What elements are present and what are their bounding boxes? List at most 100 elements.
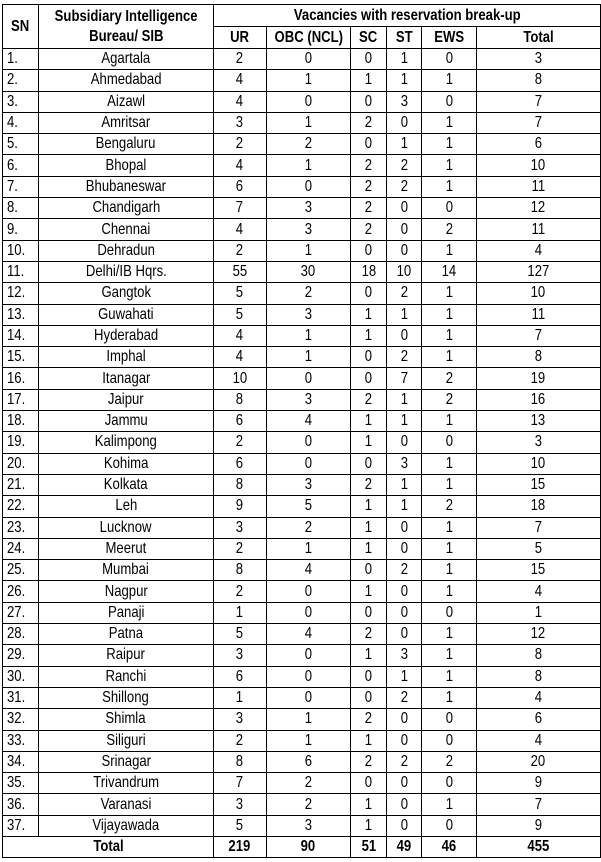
cell-sn: 16.	[2, 367, 39, 390]
table-row: 20. Kohima 6 0 0 3 1 10	[2, 452, 601, 475]
header-obc-ncl: OBC (NCL)	[265, 26, 352, 49]
cell-sib: Shimla	[37, 708, 215, 731]
table-row: 5. Bengaluru 2 2 0 1 1 6	[2, 133, 601, 156]
cell-sc: 1	[350, 410, 387, 433]
cell-sc: 1	[350, 495, 387, 518]
cell-sc: 0	[350, 665, 387, 688]
cell-total: 11	[475, 175, 601, 199]
total-total: 455	[475, 835, 601, 859]
cell-sib: Gangtok	[37, 282, 215, 305]
cell-ews: 2	[421, 388, 477, 412]
cell-sn: 2.	[2, 69, 39, 92]
table-row: 28. Patna 5 4 2 0 1 12	[2, 623, 601, 646]
cell-obc-ncl: 0	[265, 90, 352, 113]
cell-ews: 1	[421, 154, 477, 177]
cell-ur: 10	[213, 367, 267, 390]
cell-ews: 1	[421, 793, 477, 816]
cell-sib: Bhopal	[37, 154, 215, 177]
cell-st: 2	[385, 686, 423, 710]
table-row: 2. Ahmedabad 4 1 1 1 1 8	[2, 69, 601, 92]
cell-ur: 4	[213, 218, 267, 241]
cell-sn: 5.	[2, 133, 39, 156]
table-row: 25. Mumbai 8 4 0 2 1 15	[2, 559, 601, 582]
cell-sc: 1	[350, 580, 387, 603]
cell-total: 10	[475, 282, 601, 305]
cell-sc: 2	[350, 750, 387, 774]
total-row: Total 219 90 51 49 46 455	[1, 835, 601, 859]
cell-ur: 7	[213, 197, 267, 220]
cell-ur: 3	[213, 708, 267, 731]
cell-ur: 8	[213, 388, 267, 412]
cell-obc-ncl: 0	[265, 47, 352, 71]
header-sn: SN	[2, 4, 39, 49]
total-label: Total	[1, 835, 215, 859]
cell-total: 10	[475, 452, 601, 475]
table-row: 30. Ranchi 6 0 0 1 1 8	[2, 665, 601, 688]
cell-sc: 0	[350, 90, 387, 113]
cell-obc-ncl: 0	[265, 452, 352, 475]
cell-sib: Ahmedabad	[37, 69, 215, 92]
cell-ews: 1	[421, 303, 477, 326]
table-row: 32. Shimla 3 1 2 0 0 6	[2, 708, 601, 731]
cell-ews: 1	[421, 410, 477, 433]
cell-total: 12	[475, 623, 601, 646]
cell-sn: 4.	[2, 111, 39, 135]
cell-sc: 0	[350, 772, 387, 795]
cell-sib: Bhubaneswar	[37, 175, 215, 199]
cell-total: 7	[475, 516, 601, 539]
cell-total: 6	[475, 708, 601, 731]
cell-ur: 8	[213, 750, 267, 774]
cell-sn: 17.	[2, 388, 39, 412]
cell-st: 0	[385, 537, 423, 561]
cell-sib: Chandigarh	[37, 197, 215, 220]
cell-ur: 3	[213, 793, 267, 816]
cell-obc-ncl: 3	[265, 814, 352, 837]
table-row: 12. Gangtok 5 2 0 2 1 10	[2, 282, 601, 305]
cell-total: 8	[475, 346, 601, 369]
cell-total: 7	[475, 111, 601, 135]
cell-sc: 1	[350, 729, 387, 752]
cell-sc: 1	[350, 793, 387, 816]
cell-obc-ncl: 0	[265, 431, 352, 454]
cell-obc-ncl: 6	[265, 750, 352, 774]
cell-st: 0	[385, 239, 423, 262]
cell-sn: 22.	[2, 495, 39, 518]
cell-st: 2	[385, 175, 423, 199]
table-row: 33. Siliguri 2 1 1 0 0 4	[2, 729, 601, 752]
cell-sc: 1	[350, 537, 387, 561]
cell-st: 0	[385, 708, 423, 731]
cell-sc: 0	[350, 452, 387, 475]
cell-st: 0	[385, 793, 423, 816]
cell-obc-ncl: 2	[265, 793, 352, 816]
cell-total: 127	[475, 260, 601, 284]
cell-ews: 0	[421, 772, 477, 795]
cell-st: 2	[385, 559, 423, 582]
cell-st: 0	[385, 431, 423, 454]
cell-ur: 4	[213, 69, 267, 92]
cell-sn: 14.	[2, 324, 39, 348]
cell-st: 0	[385, 218, 423, 241]
table-row: 1. Agartala 2 0 0 1 0 3	[2, 47, 601, 71]
cell-obc-ncl: 0	[265, 644, 352, 667]
cell-total: 15	[475, 559, 601, 582]
table-row: 27. Panaji 1 0 0 0 0 1	[2, 601, 601, 625]
cell-ews: 1	[421, 644, 477, 667]
cell-ur: 6	[213, 665, 267, 688]
cell-obc-ncl: 1	[265, 239, 352, 262]
cell-sc: 2	[350, 154, 387, 177]
cell-total: 16	[475, 388, 601, 412]
cell-sib: Shillong	[37, 686, 215, 710]
cell-sn: 37.	[2, 814, 39, 837]
cell-ur: 9	[213, 495, 267, 518]
cell-ews: 1	[421, 516, 477, 539]
cell-st: 0	[385, 729, 423, 752]
header-total: Total	[475, 26, 601, 49]
total-ews: 46	[421, 835, 477, 859]
table-row: 24. Meerut 2 1 1 0 1 5	[2, 537, 601, 561]
cell-ur: 5	[213, 623, 267, 646]
cell-obc-ncl: 2	[265, 133, 352, 156]
table-row: 34. Srinagar 8 6 2 2 2 20	[2, 750, 601, 774]
cell-total: 10	[475, 154, 601, 177]
cell-ews: 1	[421, 665, 477, 688]
table-row: 13. Guwahati 5 3 1 1 1 11	[2, 303, 601, 326]
